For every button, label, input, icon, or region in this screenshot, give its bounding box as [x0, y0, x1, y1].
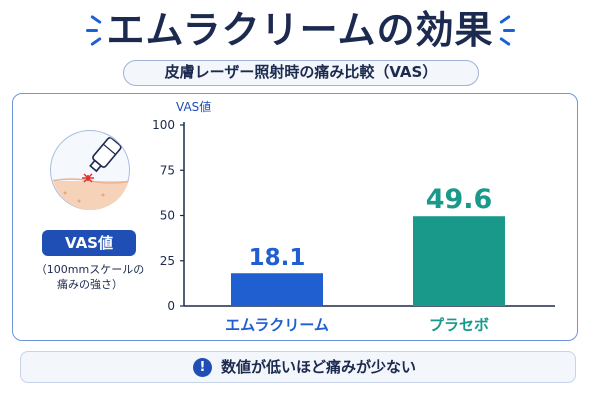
vas-caption: （100mmスケールの 痛みの強さ）: [24, 262, 156, 292]
data-label: 18.1: [249, 245, 306, 271]
title-decoration: [503, 29, 515, 32]
data-label: 49.6: [426, 184, 493, 215]
vas-caption-line1: （100mmスケールの: [35, 263, 145, 276]
bar: [231, 273, 323, 306]
page-title: エムラクリームの効果: [106, 8, 494, 52]
y-tick-label: 100: [152, 118, 175, 132]
note-text: 数値が低いほど痛みが少ない: [221, 358, 417, 376]
note-box: ! 数値が低いほど痛みが少ない: [20, 351, 576, 383]
y-tick-label: 50: [160, 209, 175, 223]
y-tick-label: 25: [160, 254, 175, 268]
y-axis-label: VAS値: [176, 100, 211, 114]
laser-skin-icon: [50, 130, 130, 210]
bar-chart: VAS値 0 25 50 75 100 18.1 エムラクリーム 49.6 プラセボ: [152, 100, 555, 334]
vas-badge: VAS値: [42, 230, 136, 256]
exclamation-icon: !: [193, 358, 212, 377]
x-tick-label: エムラクリーム: [225, 316, 329, 334]
y-tick-label: 75: [160, 163, 175, 177]
title-decoration: [86, 29, 98, 32]
laser-skin-icon-graphic: [52, 136, 130, 210]
x-tick-label: プラセボ: [429, 316, 489, 334]
y-tick-label: 0: [167, 299, 175, 313]
vas-caption-line2: 痛みの強さ）: [57, 278, 123, 291]
bar: [413, 216, 505, 306]
chart-subtitle: 皮膚レーザー照射時の痛み比較（VAS）: [123, 60, 479, 86]
